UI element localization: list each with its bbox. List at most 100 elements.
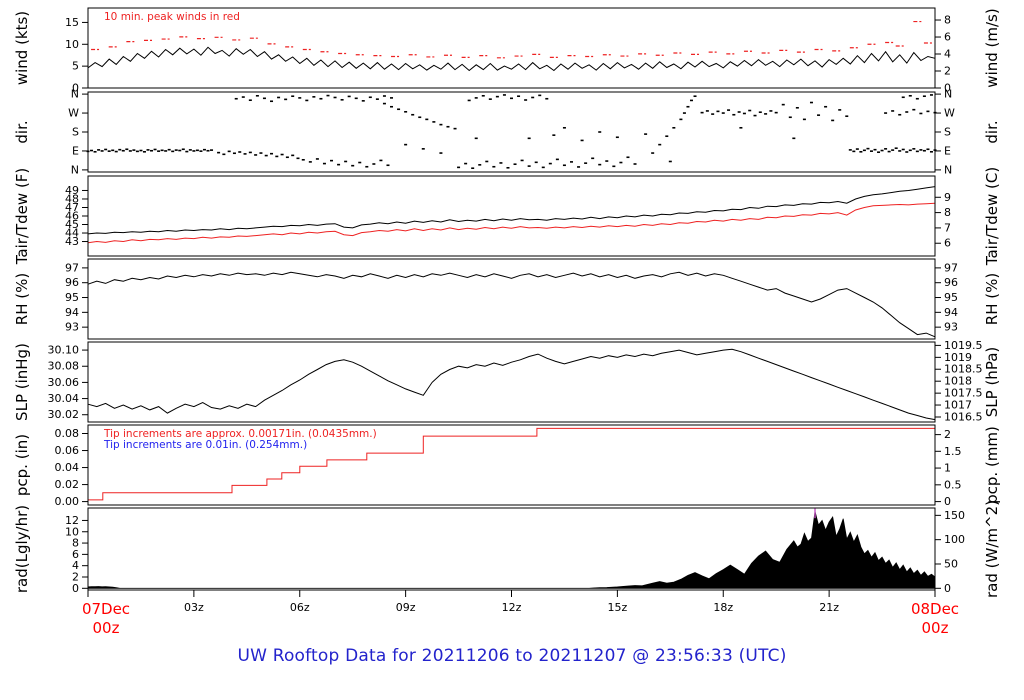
wind-direction-dot [118, 148, 122, 151]
wind-direction-dot [753, 114, 757, 117]
wind-tick-label-right: 8 [944, 14, 951, 27]
rad-tick-label-left: 6 [72, 548, 79, 561]
wind-direction-dot [774, 111, 778, 114]
wind-direction-dot [259, 152, 263, 154]
wind-direction-dot [114, 150, 118, 153]
wind-direction-dot [534, 161, 538, 164]
pcp-annotation: Tip increments are approx. 0.00171in. (0… [103, 428, 377, 440]
wind-direction-dot [157, 150, 161, 152]
wind-direction-dot [291, 154, 295, 157]
x-tick-label: 15z [607, 601, 627, 614]
wind-direction-dot [298, 97, 302, 99]
wind-tick-label-right: 2 [944, 64, 951, 77]
wind-direction-dot [548, 162, 552, 165]
dir-tick-label-right: N [944, 163, 952, 176]
wind-direction-dot [580, 139, 584, 142]
wind-direction-dot [884, 148, 888, 150]
wind-direction-dot [270, 100, 274, 103]
wind-direction-dot [202, 148, 206, 151]
wind-direction-dot [612, 165, 616, 168]
wind-direction-dot [869, 150, 873, 152]
wind-direction-dot [478, 164, 482, 166]
x-start-date: 07Dec [82, 600, 130, 618]
wind-direction-dot [905, 111, 909, 113]
wind-direction-dot [912, 108, 916, 111]
rh-tick-label-left: 95 [65, 291, 79, 304]
rad-axis-title-left: rad(Lgly/hr) [13, 505, 31, 593]
wind-direction-dot [919, 149, 923, 151]
wind-direction-dot [898, 113, 902, 116]
wind-direction-dot [100, 150, 104, 152]
wind-direction-dot [107, 150, 111, 152]
pcp-tick-label-right: 2 [944, 428, 951, 441]
wind-direction-dot [884, 112, 888, 114]
wind-direction-dot [368, 96, 372, 99]
tair-tdew-axis-title-left: Tair/Tdew (F) [13, 168, 31, 266]
wind-direction-dot [495, 95, 499, 98]
wind-direction-dot [737, 111, 741, 113]
wind-direction-dot [727, 109, 731, 111]
slp-tick-label-left: 30.02 [48, 408, 80, 421]
wind-direction-dot [513, 163, 517, 166]
wind-direction-dot [929, 150, 933, 153]
wind-direction-dot [382, 102, 386, 105]
wind-direction-dot [90, 149, 94, 152]
wind-direction-dot [188, 149, 192, 151]
wind-direction-dot [418, 116, 422, 119]
wind-tick-label-left: 5 [72, 60, 79, 73]
rad-tick-label-right: 50 [944, 557, 958, 570]
rh-tick-label-right: 96 [944, 276, 958, 289]
rad-tick-label-left: 8 [72, 537, 79, 550]
dir-panel-frame [87, 91, 936, 173]
wind-direction-dot [651, 152, 655, 154]
wind-direction-dot [852, 150, 856, 153]
wind-direction-dot [243, 153, 247, 155]
wind-direction-dot [781, 103, 785, 106]
wind-direction-dot [894, 147, 898, 150]
x-end-hour: 00z [922, 619, 949, 637]
rh-tick-label-left: 97 [65, 261, 79, 274]
tair-line [87, 186, 936, 235]
wind-direction-dot [227, 150, 231, 153]
wind-tick-label-right: 6 [944, 31, 951, 44]
wind-direction-dot [908, 94, 912, 97]
wind-direction-dot [322, 162, 326, 165]
wind-direction-dot [174, 149, 178, 151]
wind-direction-dot [855, 148, 859, 150]
wind-direction-dot [301, 158, 305, 161]
x-tick-label: 09z [396, 601, 416, 614]
wind-direction-dot [569, 161, 573, 163]
rh-axis-title-left: RH (%) [13, 273, 31, 325]
wind-direction-dot [742, 112, 746, 115]
wind-direction-dot [598, 131, 602, 133]
pcp-annotation: Tip increments are 0.01in. (0.254mm.) [103, 439, 307, 451]
wind-direction-dot [164, 150, 168, 152]
wind-direction-dot [125, 148, 129, 151]
wind-direction-dot [665, 135, 669, 138]
wind-direction-dot [167, 148, 171, 151]
wind-direction-dot [361, 100, 365, 102]
wind-direction-dot [139, 149, 143, 152]
wind-direction-dot [319, 97, 323, 100]
rh-panel-frame [87, 258, 936, 340]
wind-direction-dot [908, 149, 912, 152]
wind-direction-dot [181, 148, 185, 151]
wind-direction-dot [178, 149, 182, 152]
wind-direction-dot [210, 149, 214, 151]
wind-direction-dot [517, 95, 521, 98]
wind-direction-dot [206, 149, 210, 152]
wind-direction-dot [705, 110, 709, 112]
wind-direction-dot [111, 149, 115, 152]
pcp-tick-label-right: 1 [944, 462, 951, 475]
wind-avg-line [87, 46, 936, 72]
wind-direction-dot [467, 99, 471, 102]
wind-direction-dot [280, 153, 284, 156]
wind-direction-dot [792, 137, 796, 140]
wind-tick-label-right: 0 [944, 82, 951, 95]
wind-direction-dot [150, 149, 154, 152]
wind-direction-dot [817, 114, 821, 116]
x-end-date: 08Dec [911, 600, 959, 618]
wind-direction-dot [764, 113, 768, 115]
